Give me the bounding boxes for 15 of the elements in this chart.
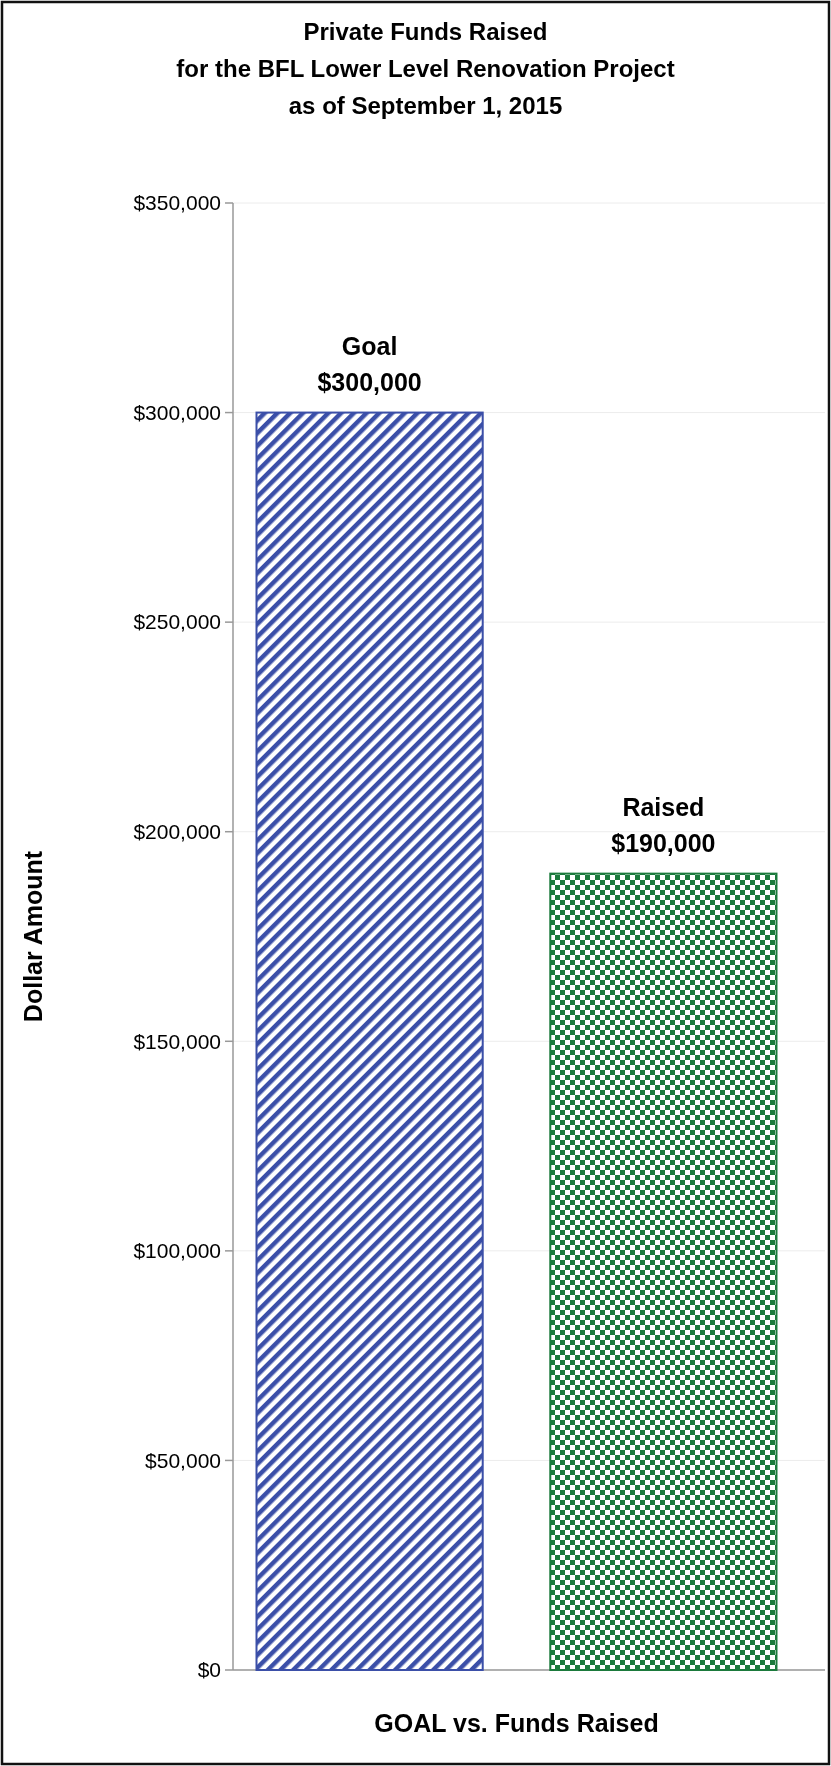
- y-tick-label: $0: [197, 1658, 221, 1682]
- data-label: $190,000: [611, 828, 716, 857]
- x-tick-label: Goal: [341, 331, 398, 360]
- y-tick-label: $50,000: [145, 1448, 221, 1472]
- y-tick-label: $200,000: [133, 820, 221, 844]
- data-label: $300,000: [317, 367, 422, 396]
- y-tick-label: $150,000: [133, 1029, 221, 1053]
- y-tick-label: $300,000: [133, 400, 221, 424]
- x-tick-label: Raised: [622, 792, 705, 821]
- y-tick-label: $350,000: [133, 191, 221, 215]
- x-axis-title: GOAL vs. Funds Raised: [374, 1709, 659, 1737]
- chart-title: Private Funds Raised for the BFL Lower Level Renovation Project as of September 1, 2015: [176, 18, 675, 119]
- y-tick-label: $250,000: [133, 610, 221, 634]
- y-tick-label: $100,000: [133, 1239, 221, 1263]
- y-axis-title: Dollar Amount: [19, 850, 47, 1023]
